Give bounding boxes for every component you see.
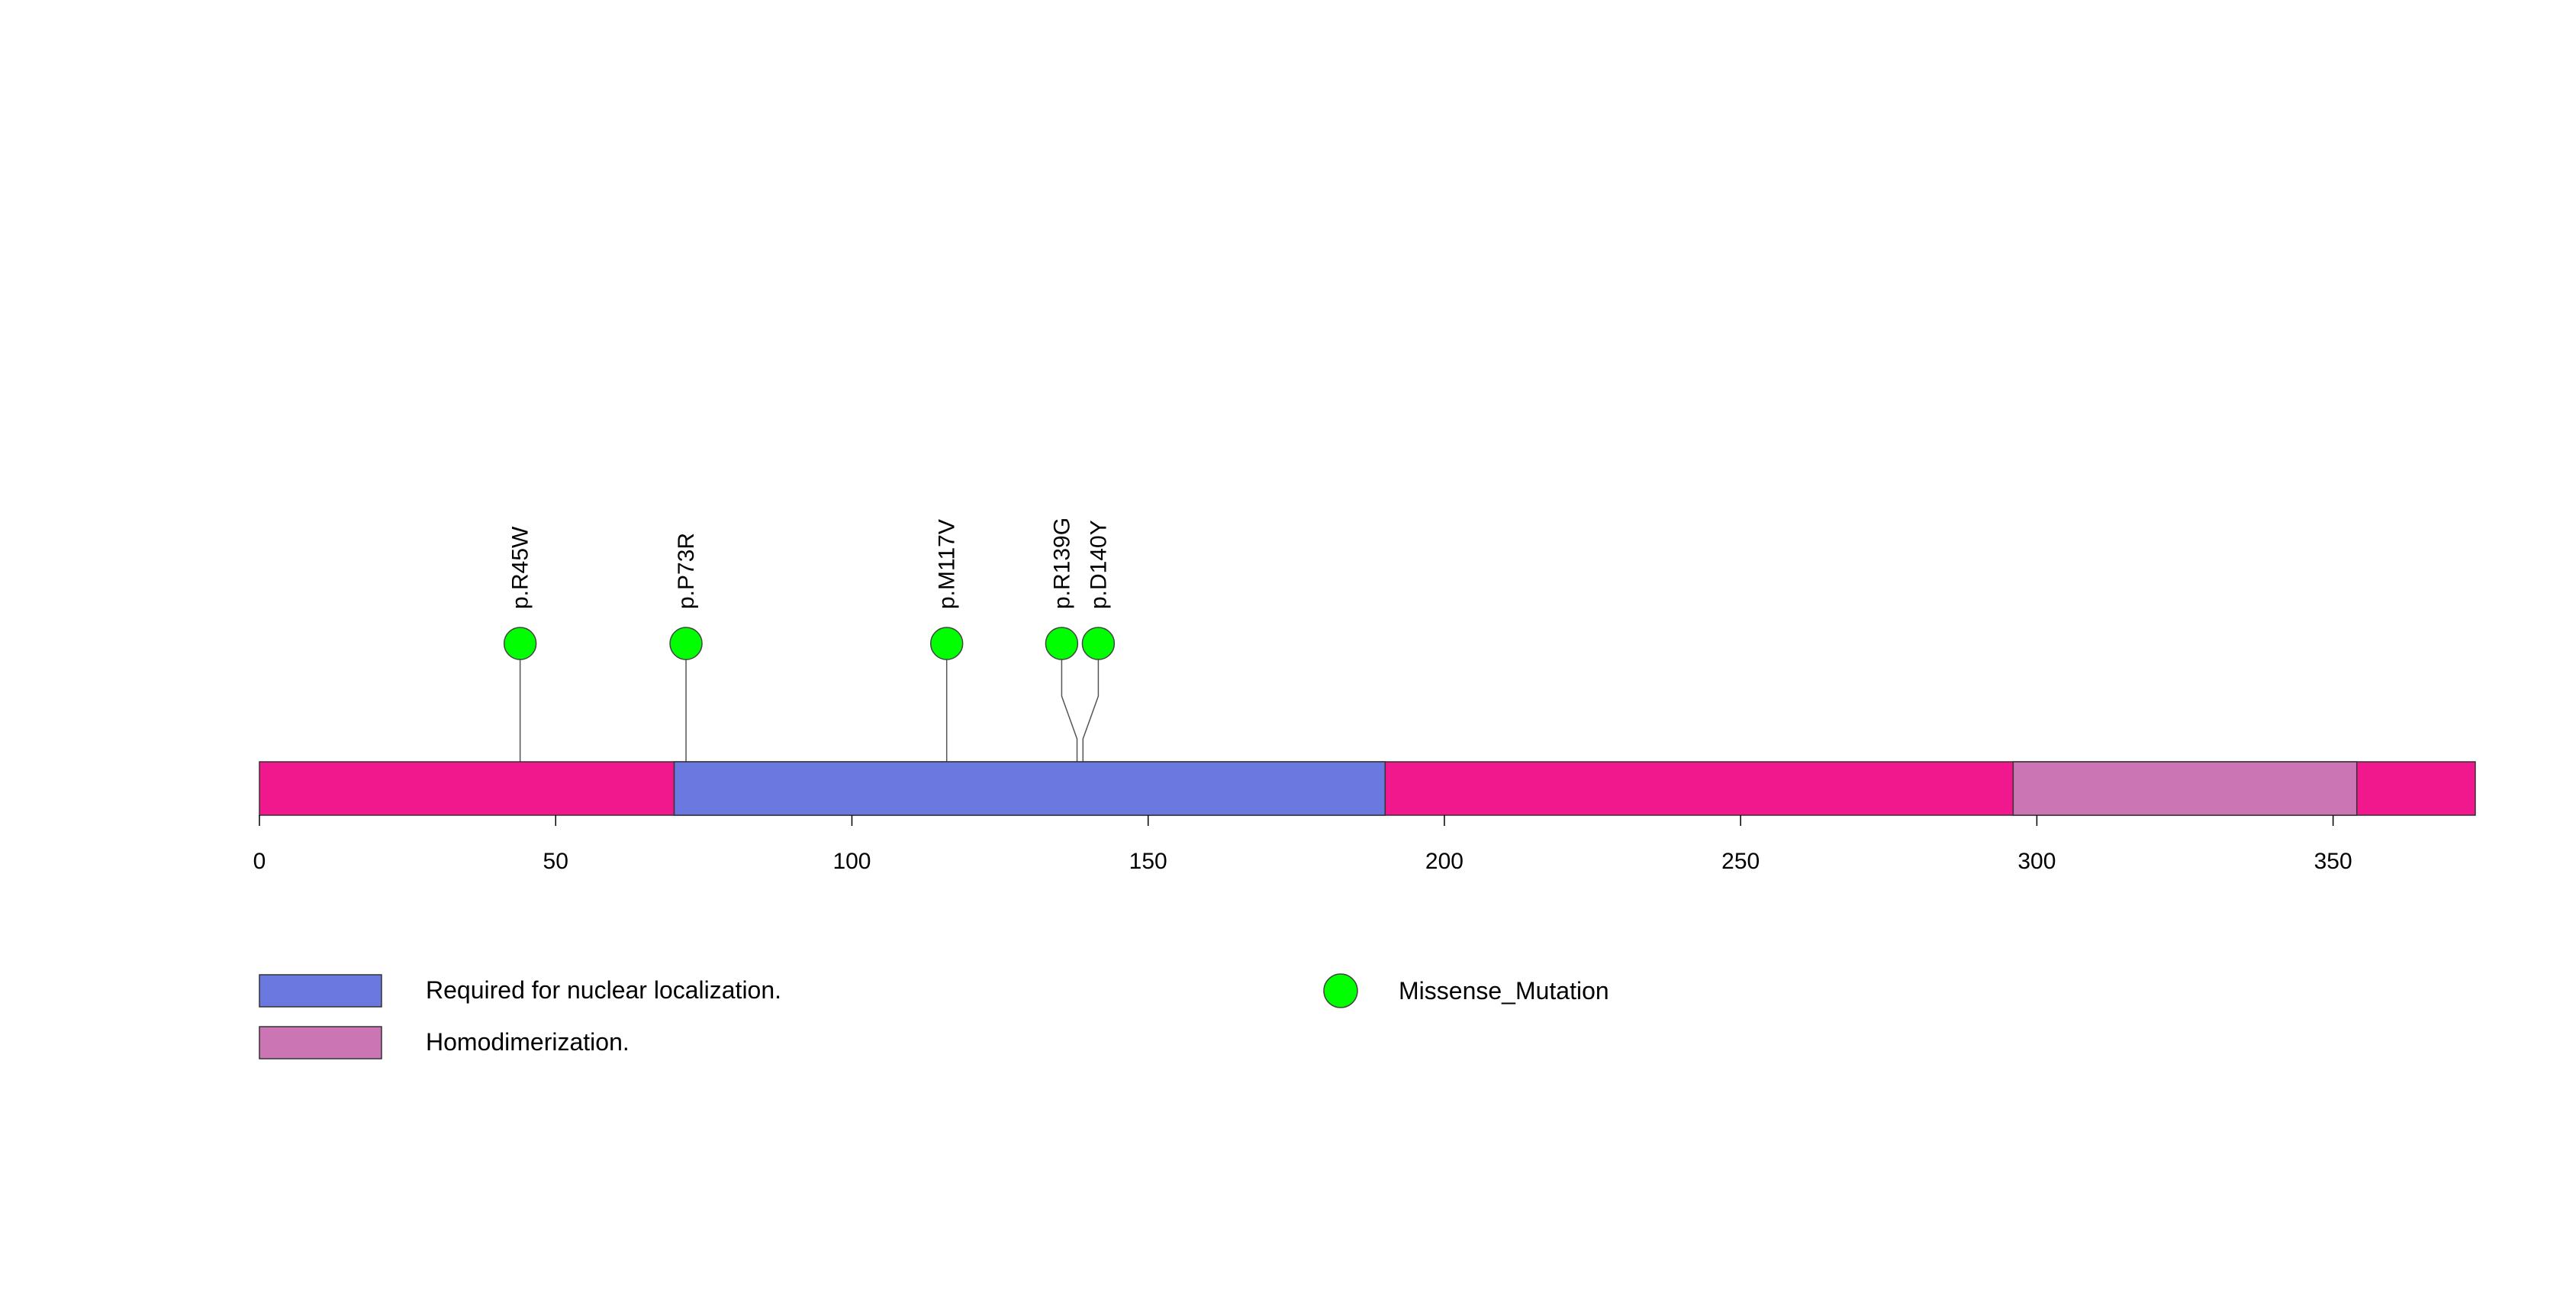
mutation-head-3	[1045, 627, 1079, 660]
axis-tick-label-5: 250	[1721, 849, 1760, 874]
mutation-label-1: p.P73R	[674, 533, 699, 609]
mutation-label-4: p.D140Y	[1086, 520, 1111, 609]
mutation-head-0	[503, 627, 537, 660]
legend-mutation-marker-0	[1323, 973, 1358, 1008]
legend-swatch-0	[259, 974, 382, 1008]
mutation-head-2	[929, 627, 964, 660]
mutation-head-1	[669, 627, 703, 660]
domain-0	[673, 761, 1386, 816]
mutation-lollipops: p.R45W p.P73R p.M117V p.R139G p.D140Y	[503, 518, 1116, 815]
axis-tick-label-7: 350	[2314, 849, 2352, 874]
legend: Required for nuclear localization. Homodi…	[259, 973, 1609, 1059]
mutation-label-3: p.R139G	[1049, 518, 1074, 609]
axis-tick-label-4: 200	[1425, 849, 1463, 874]
mutation-label-0: p.R45W	[508, 526, 533, 609]
legend-swatch-1	[259, 1026, 382, 1059]
position-axis: 0 50 100 150 200 250 300 350	[253, 815, 2352, 874]
axis-tick-label-1: 50	[543, 849, 568, 874]
protein-track	[259, 761, 2476, 816]
axis-tick-label-2: 100	[832, 849, 871, 874]
axis-tick-label-0: 0	[253, 849, 266, 874]
mutation-head-4	[1081, 627, 1116, 660]
domain-1	[2012, 761, 2358, 816]
legend-label-0: Required for nuclear localization.	[426, 976, 781, 1004]
legend-mutation-label-0: Missense_Mutation	[1399, 977, 1609, 1005]
axis-tick-label-3: 150	[1129, 849, 1167, 874]
legend-label-1: Homodimerization.	[426, 1028, 630, 1056]
mutation-label-2: p.M117V	[935, 519, 960, 609]
axis-tick-label-6: 300	[2017, 849, 2056, 874]
